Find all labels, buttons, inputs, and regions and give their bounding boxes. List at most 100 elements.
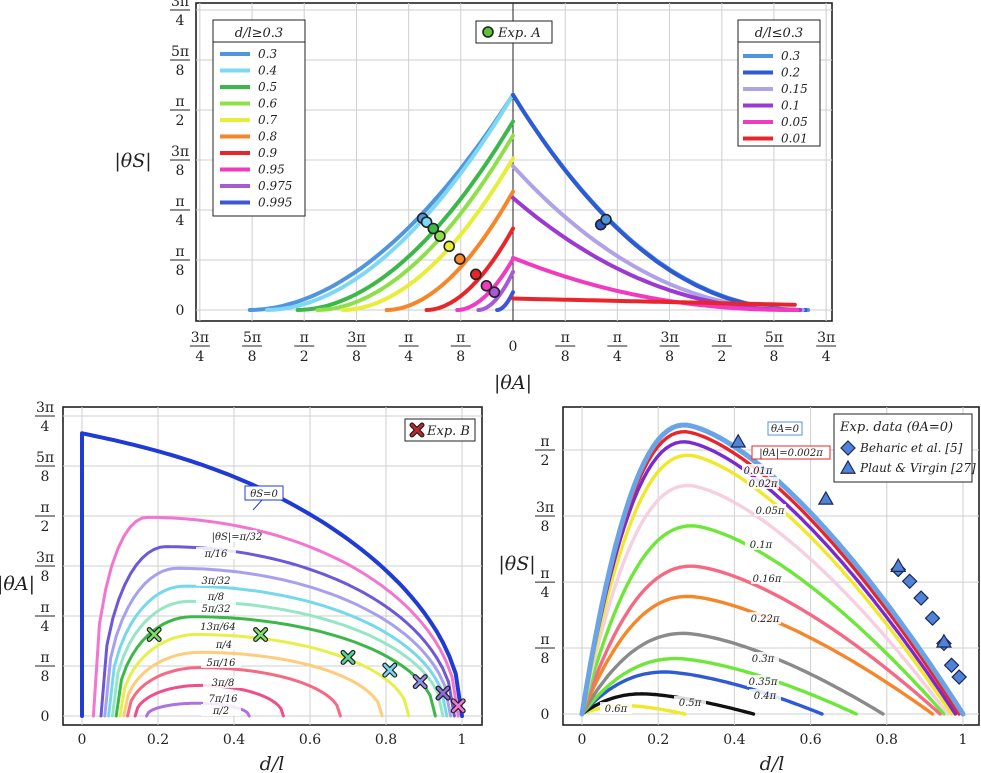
top-xtick-5-num: π (456, 330, 465, 346)
top-ytick-4-den: 2 (176, 113, 185, 129)
top-legend-right-label-3: 0.1 (781, 99, 800, 113)
top-xtick-7-num: π (561, 330, 570, 346)
bl-ytick-5-num: 5π (36, 450, 54, 466)
bl-ytick-1: π8 (35, 650, 55, 685)
top-legend-left-label-9: 0.995 (258, 196, 292, 210)
bl-contour-0 (91, 515, 460, 718)
top-xtick-12-den: 4 (822, 349, 831, 365)
top-ytick-1-num: π (175, 244, 184, 260)
top-ytick-5-num: 5π (171, 44, 189, 60)
top-legend-exp: Exp. A (475, 20, 553, 44)
br-contour-label-5: 0.1π (750, 540, 773, 551)
br-plaut-point-2 (890, 557, 907, 572)
top-exp-point-4 (443, 240, 456, 253)
top-xtick-10-den: 2 (717, 349, 726, 365)
br-ytick-1-num: π (540, 632, 549, 648)
top-xtick-8-den: 4 (613, 349, 622, 365)
top-xtick-1: 5π8 (242, 330, 263, 365)
br-legend-label-1: Plaut & Virgin [27] (859, 461, 976, 475)
br-contour-6 (580, 564, 942, 716)
top-xtick-0: 3π4 (189, 330, 210, 365)
top-left-series-0.7 (340, 156, 515, 312)
top-legend-right-label-4: 0.05 (781, 115, 808, 129)
br-ytick-0: 0 (541, 707, 550, 723)
bl-legend-marker (409, 422, 425, 438)
br-contour-5 (580, 524, 946, 716)
br-beharic-point-3 (924, 610, 941, 627)
top-xtick-9: 3π8 (659, 330, 680, 365)
bl-legend: Exp. B (404, 418, 476, 442)
br-contour-label-bg-6 (751, 572, 783, 584)
bl-boundary-leader (252, 499, 263, 511)
top-ytick-4-num: π (175, 94, 184, 110)
top-ytick-5-den: 8 (176, 63, 185, 79)
br-ytick-3-num: 3π (536, 500, 554, 516)
bl-contour-label-6: π/4 (215, 640, 232, 651)
br-ytick-3: 3π8 (535, 500, 555, 535)
bl-contour-3 (107, 584, 449, 718)
top-ytick-2: π4 (170, 194, 190, 229)
br-boxed-labels: θA=0 |θA|=0.002π (751, 421, 831, 460)
br-ytick-1: π8 (535, 632, 555, 667)
bl-contour-label-bg-1 (196, 547, 236, 559)
br-legend: Exp. data (θA=0) Beharic et al. [5] Plaut … (833, 413, 976, 483)
br-ytick-2-den: 4 (541, 585, 550, 601)
top-legend-right-label-1: 0.2 (781, 66, 800, 80)
bl-exp-point-6 (450, 698, 466, 714)
top-ytick-3: 3π8 (170, 144, 190, 179)
top-legend-right-box (737, 19, 821, 147)
bl-exp-point-4-fill (413, 675, 427, 688)
bl-contour-label-bg-4 (196, 602, 236, 614)
panel-bottom-left: 0 0.2 0.4 0.6 0.8 10π8π43π8π25π83π4d/l|θA|θS=… (0, 400, 483, 773)
br-contour-label-bg-2 (742, 464, 774, 476)
br-ylabel: |θS| (498, 553, 535, 575)
br-contour-label-7: 0.22π (751, 614, 780, 625)
br-contour-label-bg-9 (747, 675, 779, 687)
top-legend-right: d/l≤0.3 0.3 0.2 0.15 0.1 0.05 0.01 (737, 19, 821, 147)
bl-exp-point-1-fill (254, 628, 267, 641)
top-legend-right-title: d/l≤0.3 (755, 26, 803, 41)
top-xtick-12: 3π4 (816, 330, 837, 365)
br-xtick-2: 0.4 (723, 732, 745, 748)
top-xtick-7: π8 (555, 330, 576, 365)
br-xtick-4: 0.8 (876, 732, 898, 748)
br-ytick-4: π2 (535, 434, 555, 469)
bl-ytick-3-den: 8 (41, 569, 50, 585)
br-contour-label-2: 0.01π (744, 466, 773, 477)
top-right-series-0.01 (511, 296, 797, 307)
top-xtick-4: π4 (398, 330, 419, 365)
top-xtick-0-num: 3π (191, 330, 209, 346)
br-contour-10 (580, 670, 824, 716)
br-ytick-3-den: 8 (541, 519, 550, 535)
top-exp-point-6 (469, 268, 482, 281)
br-plaut-point-3 (935, 633, 952, 648)
top-xtick-8: π4 (607, 330, 628, 365)
bl-contour-2 (103, 566, 453, 718)
top-left-series-0.9 (424, 226, 515, 312)
br-ytick-4-num: π (540, 434, 549, 450)
top-ylabel: |θS| (114, 150, 151, 172)
bl-contour-label-0: |θS|=π/32 (212, 532, 263, 543)
bl-ytick-5: 5π8 (35, 450, 55, 485)
br-contour-label-11: 0.5π (679, 698, 702, 709)
br-xtick-3: 0.6 (799, 732, 821, 748)
top-legend-exp-box (475, 20, 553, 44)
bl-boundary-label: θS=0 (244, 485, 284, 511)
br-beharic-point-6 (951, 669, 968, 685)
top-legend-right-label-0: 0.3 (781, 49, 800, 63)
top-legend-exp-marker (482, 26, 494, 38)
top-xtick-11-num: 5π (765, 330, 783, 346)
bl-ytick-2: π4 (35, 600, 55, 635)
top-left-series-0.6 (315, 133, 515, 312)
bl-contour-label-10: π/2 (212, 706, 229, 717)
br-ytick-1-den: 8 (541, 651, 550, 667)
br-xlabel: d/l (760, 753, 785, 773)
top-xtick-11-den: 8 (769, 349, 778, 365)
top-legend-right-label-5: 0.01 (781, 132, 808, 146)
bl-contour-label-bg-0 (217, 530, 257, 542)
br-legend-marker-1 (839, 459, 857, 474)
bl-exp-point-4 (412, 674, 428, 690)
top-xtick-3: 3π8 (346, 330, 367, 365)
top-legend-left-label-2: 0.5 (258, 80, 277, 94)
top-xtick-3-den: 8 (352, 349, 361, 365)
